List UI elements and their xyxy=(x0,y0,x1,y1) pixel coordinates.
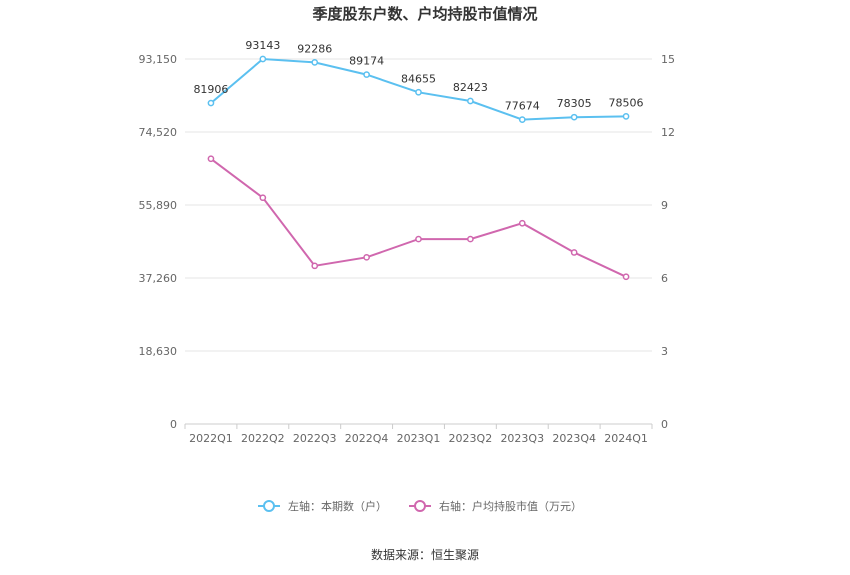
data-point[interactable] xyxy=(570,113,578,121)
right-tick-label: 0 xyxy=(661,418,668,431)
x-tick-label: 2022Q3 xyxy=(293,432,337,445)
right-axis-ticks: 0 3 6 9 12 15 xyxy=(661,53,675,431)
series-line xyxy=(210,157,627,278)
x-tick-label: 2023Q1 xyxy=(397,432,441,445)
x-tick-label: 2022Q2 xyxy=(241,432,285,445)
data-label: 77674 xyxy=(505,100,540,113)
data-source: 数据来源：恒生聚源 xyxy=(371,547,479,562)
data-point[interactable] xyxy=(415,88,422,96)
data-label: 78305 xyxy=(557,97,592,110)
legend-marker xyxy=(263,500,275,512)
right-tick-label: 15 xyxy=(661,53,675,66)
data-point[interactable] xyxy=(622,113,630,120)
right-tick-label: 3 xyxy=(661,345,668,358)
data-point[interactable] xyxy=(518,116,526,123)
legend-label[interactable]: 左轴：本期数（户） xyxy=(288,499,387,513)
data-point[interactable] xyxy=(311,59,319,66)
left-tick-label: 74,520 xyxy=(139,126,178,139)
x-tick-label: 2023Q2 xyxy=(449,432,493,445)
x-tick-label: 2024Q1 xyxy=(604,432,648,445)
x-tick-label: 2023Q4 xyxy=(552,432,596,445)
data-label: 78506 xyxy=(609,96,644,109)
right-tick-label: 9 xyxy=(661,199,668,212)
left-tick-label: 0 xyxy=(170,418,177,431)
data-label: 81906 xyxy=(193,83,228,96)
data-label: 82423 xyxy=(453,81,488,94)
data-point[interactable] xyxy=(467,97,474,105)
data-point[interactable] xyxy=(467,235,474,243)
chart-title: 季度股东户数、户均持股市值情况 xyxy=(312,5,537,23)
data-label: 93143 xyxy=(245,39,280,52)
data-label: 89174 xyxy=(349,55,384,68)
data-point[interactable] xyxy=(570,249,578,256)
left-tick-label: 55,890 xyxy=(139,199,178,212)
left-tick-label: 93,150 xyxy=(139,53,178,66)
data-point[interactable] xyxy=(311,262,319,270)
data-point[interactable] xyxy=(415,235,422,243)
x-axis: 2022Q1 2022Q2 2022Q3 2022Q4 2023Q1 2023Q2 2023… xyxy=(184,424,653,445)
right-tick-label: 6 xyxy=(661,272,668,285)
x-tick-label: 2022Q1 xyxy=(189,432,233,445)
legend-label[interactable]: 右轴：户均持股市值（万元） xyxy=(439,499,582,513)
data-point[interactable] xyxy=(259,194,267,202)
data-point[interactable] xyxy=(207,99,215,107)
x-tick-label: 2022Q4 xyxy=(345,432,389,445)
data-point[interactable] xyxy=(207,155,215,163)
data-point[interactable] xyxy=(363,71,370,78)
left-tick-label: 37,260 xyxy=(139,272,178,285)
legend-marker xyxy=(414,500,426,512)
legend[interactable]: 左轴：本期数（户） 右轴：户均持股市值（万元） xyxy=(258,499,582,513)
data-point[interactable] xyxy=(622,273,630,281)
left-axis-ticks: 0 18,630 37,260 55,890 74,520 93,150 xyxy=(139,53,178,431)
x-tick-label: 2023Q3 xyxy=(500,432,544,445)
data-point[interactable] xyxy=(518,219,526,227)
data-point[interactable] xyxy=(363,253,370,261)
right-tick-label: 12 xyxy=(661,126,675,139)
left-tick-label: 18,630 xyxy=(139,345,178,358)
data-point[interactable] xyxy=(259,55,267,63)
series-layer: 81906 93143 92286 89174 84655 82423 77674 78305… xyxy=(193,39,644,281)
data-label: 84655 xyxy=(401,72,436,85)
data-label: 92286 xyxy=(297,42,332,55)
